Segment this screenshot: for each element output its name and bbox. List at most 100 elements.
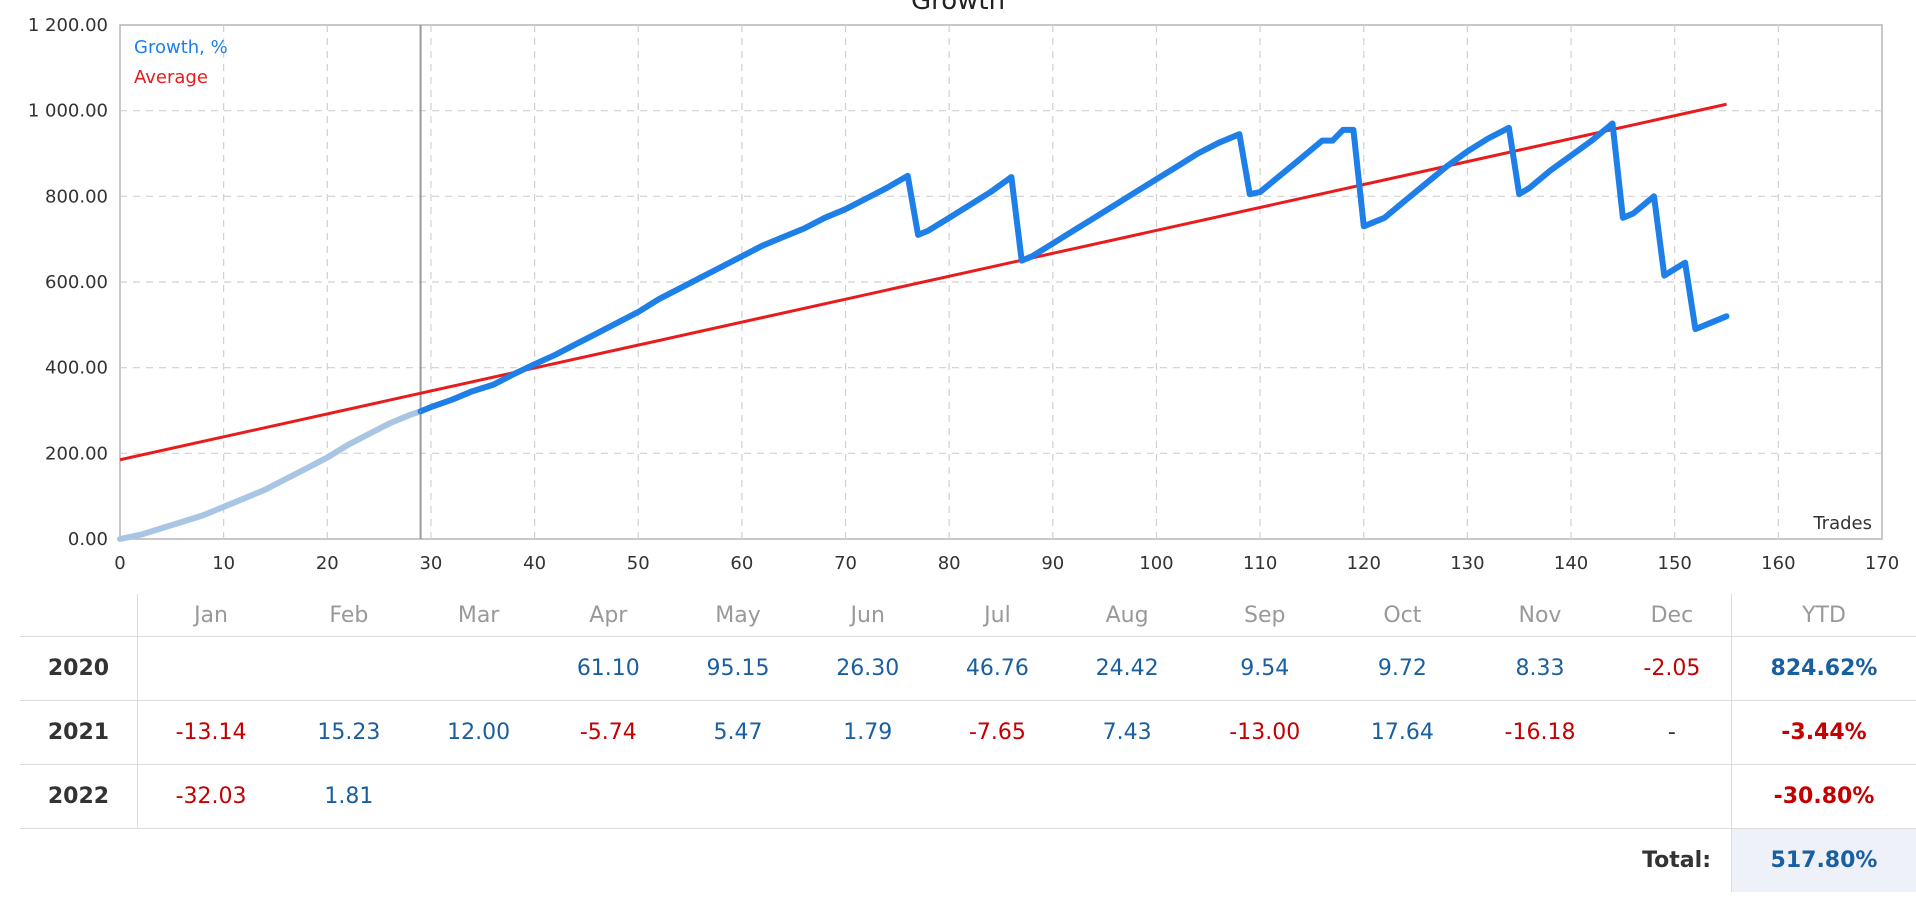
growth-data-point <box>1249 193 1251 195</box>
growth-data-point <box>1073 230 1075 232</box>
growth-data-point <box>326 457 328 459</box>
growth-data-point <box>741 255 743 257</box>
growth-data-point <box>1726 315 1728 317</box>
x-tick-label: 30 <box>419 553 442 574</box>
month-header: Oct <box>1337 594 1468 637</box>
x-tick-label: 0 <box>114 553 125 574</box>
x-tick-label: 140 <box>1554 553 1588 574</box>
month-return-cell: 26.30 <box>802 636 933 701</box>
growth-data-point <box>865 197 867 199</box>
growth-data-point <box>1197 153 1199 154</box>
year-header <box>20 594 138 637</box>
growth-data-point <box>430 406 432 408</box>
growth-data-point <box>917 234 919 236</box>
growth-data-point <box>1010 176 1012 178</box>
growth-data-point <box>1591 140 1593 142</box>
month-return-cell <box>543 764 674 829</box>
y-tick-label: 400.00 <box>45 358 108 379</box>
growth-data-point <box>637 311 639 313</box>
month-header: Apr <box>543 594 674 637</box>
growth-data-point <box>1135 191 1137 193</box>
y-tick-label: 800.00 <box>45 186 108 207</box>
growth-data-point <box>223 506 225 508</box>
growth-data-point <box>1570 155 1572 157</box>
x-tick-label: 70 <box>834 553 857 574</box>
month-header: Aug <box>1062 594 1192 637</box>
growth-series-history-line <box>117 408 424 542</box>
growth-data-point <box>409 414 411 416</box>
month-return-cell: 17.64 <box>1337 700 1468 765</box>
total-label: Total: <box>1642 848 1711 873</box>
growth-data-point <box>306 467 308 469</box>
growth-data-point <box>845 208 847 210</box>
month-return-cell: 15.23 <box>284 700 414 765</box>
ytd-cell: 824.62% <box>1731 636 1916 701</box>
month-return-cell: 95.15 <box>673 636 803 701</box>
y-tick-label: 600.00 <box>45 272 108 293</box>
month-return-cell: -16.18 <box>1467 700 1613 765</box>
month-return-cell <box>802 764 933 829</box>
month-return-cell: - <box>1612 700 1732 765</box>
month-header: Jul <box>932 594 1063 637</box>
x-tick-label: 100 <box>1139 553 1173 574</box>
chart-title: Growth <box>910 0 1006 16</box>
x-tick-label: 130 <box>1450 553 1484 574</box>
x-tick-label: 50 <box>627 553 650 574</box>
growth-data-point <box>1694 328 1696 330</box>
month-return-cell <box>1612 764 1732 829</box>
growth-data-point <box>181 521 183 523</box>
ytd-cell: -30.80% <box>1731 764 1916 829</box>
month-return-cell: -13.00 <box>1191 700 1338 765</box>
plot-frame <box>119 24 1883 540</box>
month-return-cell: -5.74 <box>543 700 674 765</box>
growth-data-point <box>1663 275 1665 277</box>
growth-data-point <box>1321 140 1323 142</box>
month-return-cell: 24.42 <box>1062 636 1192 701</box>
month-return-cell: 9.54 <box>1191 636 1338 701</box>
monthly-returns-table: Jan Feb Mar Apr May Jun Jul Aug Sep Oct Nov Dec YTD … <box>20 594 1916 892</box>
month-return-cell: -2.05 <box>1612 636 1732 701</box>
x-tick-label: 120 <box>1347 553 1381 574</box>
table-header-row: Jan Feb Mar Apr May Jun Jul Aug Sep Oct Nov Dec YTD <box>20 594 1916 637</box>
growth-data-point <box>160 527 162 529</box>
legend-growth: Growth, % <box>134 37 228 58</box>
growth-data-point <box>140 534 142 536</box>
y-tick-label: 1 200.00 <box>28 15 108 36</box>
x-tick-label: 40 <box>523 553 546 574</box>
month-return-cell: 1.79 <box>802 700 933 765</box>
growth-data-point <box>1508 127 1510 129</box>
month-return-cell <box>284 636 414 701</box>
growth-data-point <box>492 384 494 386</box>
month-return-cell: 7.43 <box>1062 700 1192 765</box>
month-header: Dec <box>1612 594 1732 637</box>
growth-data-point <box>907 175 909 177</box>
growth-data-point <box>1352 129 1354 131</box>
x-axis-title: Trades <box>1812 513 1872 534</box>
growth-data-point <box>1332 140 1334 142</box>
table-row: 2022 -32.03 1.81 -30.80% <box>20 764 1916 829</box>
x-tick-label: 10 <box>212 553 235 574</box>
growth-data-point <box>1093 217 1095 219</box>
total-row: Total: 517.80% <box>20 828 1916 892</box>
month-header: May <box>673 594 803 637</box>
month-return-cell <box>1467 764 1613 829</box>
x-tick-label: 80 <box>938 553 961 574</box>
growth-data-point <box>1259 191 1261 193</box>
growth-data-point <box>1653 195 1655 197</box>
growth-data-point <box>1218 142 1220 144</box>
growth-data-point <box>1612 123 1614 125</box>
growth-data-point <box>1549 170 1551 172</box>
month-header: Jun <box>802 594 933 637</box>
month-return-cell <box>1062 764 1192 829</box>
growth-data-point <box>1052 242 1054 244</box>
growth-data-point <box>1363 225 1365 227</box>
growth-data-point <box>1301 157 1303 159</box>
growth-data-point <box>347 444 349 446</box>
growth-data-point <box>1155 178 1157 180</box>
growth-data-point <box>243 497 245 499</box>
y-tick-label: 200.00 <box>45 443 108 464</box>
growth-data-point <box>264 489 266 491</box>
growth-data-point <box>1176 165 1178 167</box>
growth-data-point <box>1425 182 1427 184</box>
x-tick-label: 60 <box>730 553 753 574</box>
